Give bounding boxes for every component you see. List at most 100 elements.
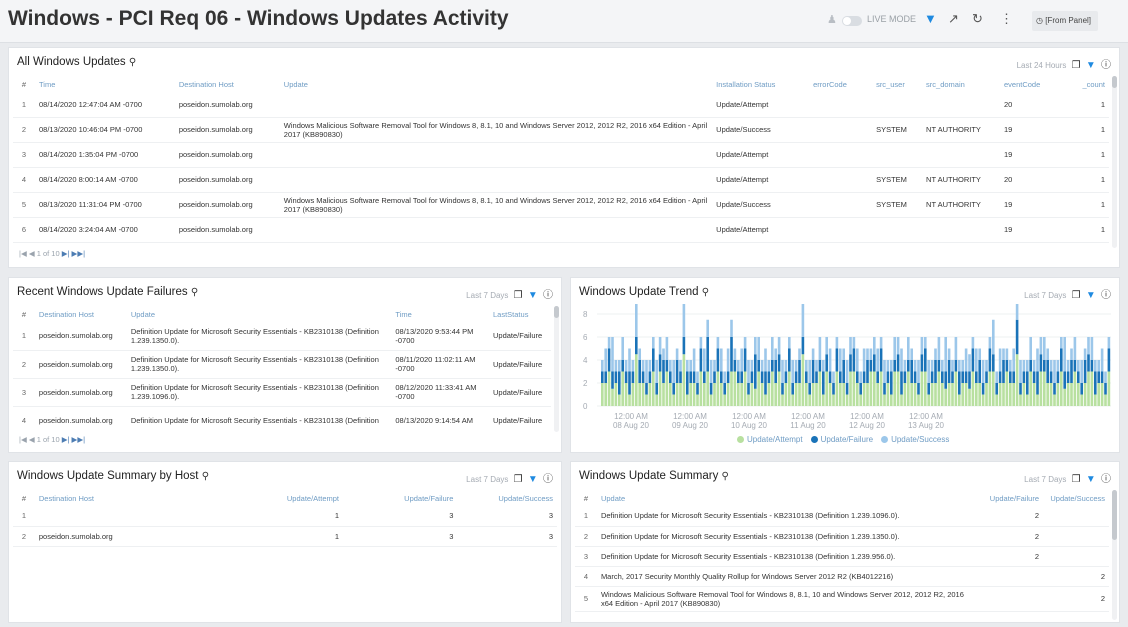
bar-segment[interactable] xyxy=(631,383,635,406)
bar-segment[interactable] xyxy=(992,319,995,355)
bar-segment[interactable] xyxy=(856,383,859,406)
table-row[interactable]: 4 poseidon.sumolab.org Definition Update f… xyxy=(13,406,551,434)
bar-segment[interactable] xyxy=(658,371,662,407)
bar-segment[interactable] xyxy=(788,348,791,372)
bar-segment[interactable] xyxy=(740,371,743,384)
bar-segment[interactable] xyxy=(1107,348,1111,372)
legend-item[interactable]: Update/Attempt xyxy=(729,435,803,444)
bar-segment[interactable] xyxy=(876,348,879,372)
table-row[interactable]: 1 poseidon.sumolab.org Definition Update f… xyxy=(13,322,551,351)
bar-segment[interactable] xyxy=(811,348,815,361)
bar-segment[interactable] xyxy=(920,371,924,407)
bar-segment[interactable] xyxy=(675,348,679,361)
bar-segment[interactable] xyxy=(828,383,832,406)
bar-segment[interactable] xyxy=(713,371,716,384)
bar-segment[interactable] xyxy=(1012,371,1015,384)
bar-segment[interactable] xyxy=(1094,371,1097,395)
bar-segment[interactable] xyxy=(1022,371,1026,384)
bar-segment[interactable] xyxy=(981,383,985,395)
bar-segment[interactable] xyxy=(998,371,1002,384)
bar-segment[interactable] xyxy=(920,337,924,355)
bar-segment[interactable] xyxy=(747,360,750,383)
bar-segment[interactable] xyxy=(1100,348,1104,372)
bar-segment[interactable] xyxy=(1046,383,1049,406)
bar-segment[interactable] xyxy=(638,348,641,361)
bar-segment[interactable] xyxy=(686,371,689,395)
bar-segment[interactable] xyxy=(658,337,662,355)
bar-segment[interactable] xyxy=(903,371,907,384)
bar-segment[interactable] xyxy=(856,371,859,384)
filter-icon[interactable]: ▼ xyxy=(1085,290,1096,301)
bar-segment[interactable] xyxy=(747,394,750,407)
bar-segment[interactable] xyxy=(947,360,951,383)
bar-segment[interactable] xyxy=(740,348,743,372)
more-icon[interactable]: ⋮ xyxy=(1000,11,1013,26)
bar-segment[interactable] xyxy=(682,337,686,355)
bar-segment[interactable] xyxy=(822,371,825,395)
bar-segment[interactable] xyxy=(873,337,876,355)
bar-segment[interactable] xyxy=(825,354,828,372)
bar-segment[interactable] xyxy=(869,371,873,407)
page-number[interactable]: 1 xyxy=(36,435,41,444)
bar-segment[interactable] xyxy=(743,337,747,349)
bar-segment[interactable] xyxy=(1029,371,1032,407)
bar-segment[interactable] xyxy=(669,383,672,406)
bar-segment[interactable] xyxy=(924,371,927,407)
zoom-icon[interactable]: ⚲ xyxy=(201,471,210,482)
bar-segment[interactable] xyxy=(869,360,873,372)
bar-segment[interactable] xyxy=(777,354,781,372)
bar-segment[interactable] xyxy=(1097,360,1100,372)
bar-segment[interactable] xyxy=(1043,371,1046,407)
bar-segment[interactable] xyxy=(628,394,631,407)
bar-segment[interactable] xyxy=(737,360,740,372)
scrollbar-thumb[interactable] xyxy=(1112,76,1117,88)
bar-segment[interactable] xyxy=(801,354,805,406)
bar-segment[interactable] xyxy=(760,371,764,384)
bar-segment[interactable] xyxy=(954,337,958,360)
bar-segment[interactable] xyxy=(971,348,975,372)
bar-segment[interactable] xyxy=(934,360,937,383)
bar-segment[interactable] xyxy=(985,383,988,406)
bar-segment[interactable] xyxy=(1080,360,1083,383)
bar-segment[interactable] xyxy=(618,371,621,395)
bar-segment[interactable] xyxy=(913,383,917,406)
info-icon[interactable]: ⓘ xyxy=(543,290,553,301)
bar-segment[interactable] xyxy=(604,371,607,384)
bar-segment[interactable] xyxy=(638,360,641,383)
bar-segment[interactable] xyxy=(648,360,652,372)
bar-segment[interactable] xyxy=(696,394,699,407)
bar-segment[interactable] xyxy=(675,360,679,383)
bar-segment[interactable] xyxy=(733,360,737,372)
table-row[interactable]: 4 March, 2017 Security Monthly Quality Ro… xyxy=(575,566,1109,587)
bar-segment[interactable] xyxy=(1039,371,1043,407)
bar-segment[interactable] xyxy=(774,383,777,406)
bar-segment[interactable] xyxy=(924,337,927,349)
bar-segment[interactable] xyxy=(1005,348,1009,361)
column-header[interactable]: LastStatus xyxy=(493,309,529,319)
bar-segment[interactable] xyxy=(971,371,975,407)
bar-segment[interactable] xyxy=(978,383,981,406)
bar-segment[interactable] xyxy=(638,383,641,406)
column-header[interactable]: Destination Host xyxy=(178,79,234,89)
bar-segment[interactable] xyxy=(1056,371,1060,384)
bar-segment[interactable] xyxy=(648,371,652,384)
bar-segment[interactable] xyxy=(662,348,665,361)
bar-segment[interactable] xyxy=(652,337,655,349)
scrollbar[interactable] xyxy=(1112,76,1117,248)
bar-segment[interactable] xyxy=(842,348,845,361)
bar-segment[interactable] xyxy=(944,388,947,406)
bar-segment[interactable] xyxy=(723,371,726,384)
bar-segment[interactable] xyxy=(760,383,764,406)
bar-segment[interactable] xyxy=(1009,383,1012,406)
scrollbar-thumb[interactable] xyxy=(554,306,559,318)
bar-segment[interactable] xyxy=(937,337,941,360)
bar-segment[interactable] xyxy=(917,394,920,407)
bar-segment[interactable] xyxy=(788,337,791,349)
bar-segment[interactable] xyxy=(750,371,754,384)
bar-segment[interactable] xyxy=(835,337,839,349)
bar-segment[interactable] xyxy=(1002,383,1005,406)
bar-segment[interactable] xyxy=(849,337,852,355)
bar-segment[interactable] xyxy=(808,383,811,395)
bar-segment[interactable] xyxy=(903,360,907,372)
